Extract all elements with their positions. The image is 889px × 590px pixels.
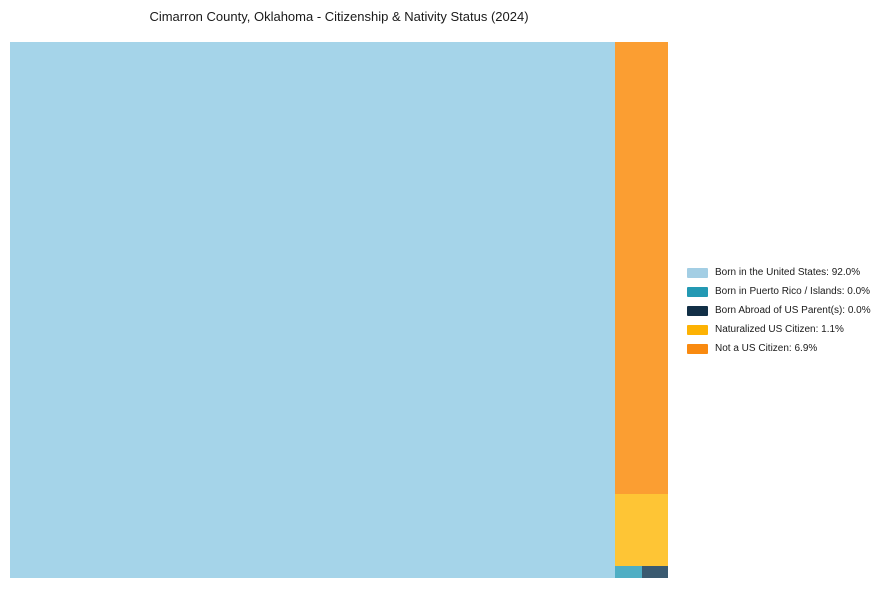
- legend-row-not-a-us-citizen: Not a US Citizen: 6.9%: [687, 340, 871, 359]
- legend-label-born-abroad-of-us-parent-s: Born Abroad of US Parent(s): 0.0%: [715, 305, 871, 317]
- treemap-tile-born-abroad-of-us-parent-s: [642, 565, 668, 578]
- treemap-tile-naturalized-us-citizen: [615, 494, 668, 566]
- chart-title: Cimarron County, Oklahoma - Citizenship …: [149, 9, 529, 24]
- legend-row-born-in-the-united-states: Born in the United States: 92.0%: [687, 264, 871, 283]
- treemap-tile-born-in-puerto-rico-islands: [615, 565, 642, 578]
- legend: Born in the United States: 92.0% Born in …: [687, 264, 871, 358]
- legend-label-naturalized-us-citizen: Naturalized US Citizen: 1.1%: [715, 324, 844, 336]
- legend-row-born-in-puerto-rico-islands: Born in Puerto Rico / Islands: 0.0%: [687, 283, 871, 302]
- legend-swatch-born-in-puerto-rico-islands: [687, 287, 708, 298]
- treemap-tile-not-a-us-citizen: [615, 42, 668, 494]
- legend-swatch-not-a-us-citizen: [687, 344, 708, 354]
- legend-swatch-naturalized-us-citizen: [687, 325, 708, 336]
- legend-label-not-a-us-citizen: Not a US Citizen: 6.9%: [715, 343, 818, 354]
- legend-label-born-in-the-united-states: Born in the United States: 92.0%: [715, 267, 861, 279]
- legend-row-born-abroad-of-us-parent-s: Born Abroad of US Parent(s): 0.0%: [687, 302, 871, 321]
- legend-row-naturalized-us-citizen: Naturalized US Citizen: 1.1%: [687, 321, 871, 340]
- legend-swatch-born-abroad-of-us-parent-s: [687, 306, 708, 317]
- treemap-tile-born-in-the-united-states: [10, 42, 616, 578]
- legend-swatch-born-in-the-united-states: [687, 268, 708, 279]
- legend-label-born-in-puerto-rico-islands: Born in Puerto Rico / Islands: 0.0%: [715, 286, 871, 298]
- treemap-plot-area: [10, 42, 668, 578]
